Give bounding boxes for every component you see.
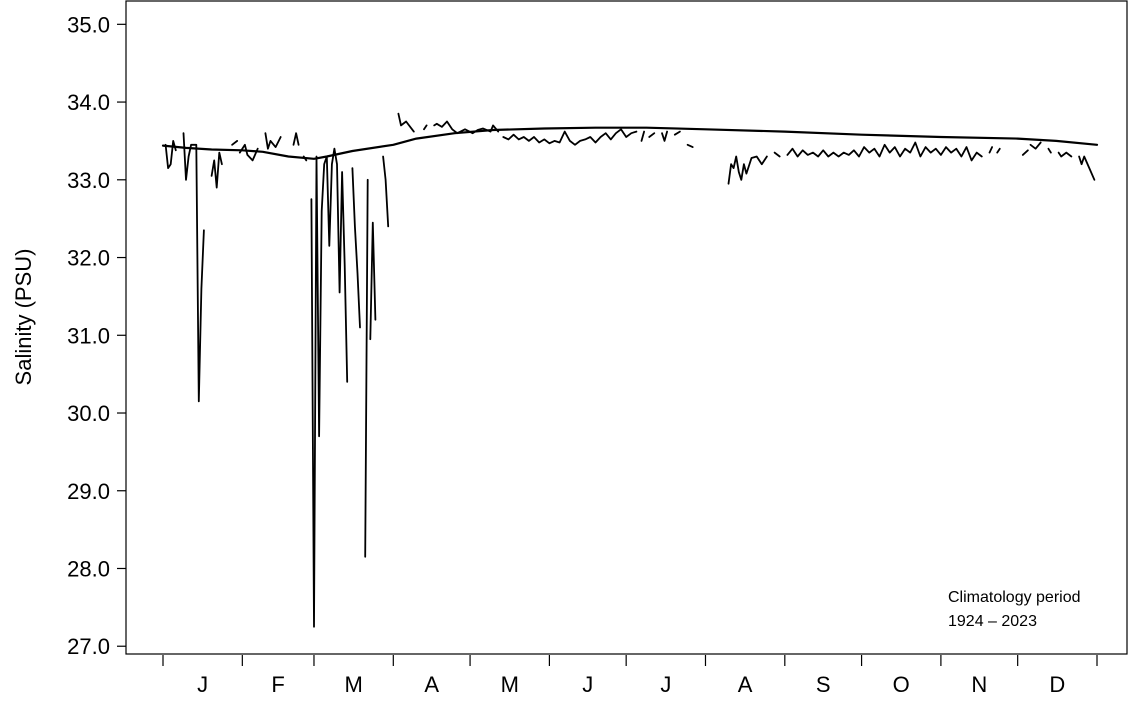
salinity-series-segment	[264, 132, 282, 150]
x-tick-label: F	[271, 672, 284, 697]
x-tick-label: J	[582, 672, 593, 697]
x-tick-label: N	[971, 672, 987, 697]
y-tick-label: 34.0	[67, 90, 110, 115]
y-tick-label: 32.0	[67, 246, 110, 271]
salinity-series-segment	[382, 155, 390, 228]
x-tick-label: O	[893, 672, 910, 697]
y-tick-label: 35.0	[67, 12, 110, 37]
x-tick-label: A	[424, 672, 439, 697]
salinity-series-segment	[1029, 141, 1042, 150]
salinity-series-segment	[210, 151, 223, 189]
salinity-series-segment	[673, 130, 681, 136]
y-tick-label: 31.0	[67, 323, 110, 348]
salinity-series-segment	[292, 132, 300, 146]
salinity-series-segment	[640, 130, 645, 142]
x-tick-label: M	[501, 672, 519, 697]
climatology-note-line1: Climatology period	[948, 589, 1081, 606]
salinity-series-segment	[238, 143, 259, 162]
x-tick-label: S	[816, 672, 831, 697]
y-tick-label: 28.0	[67, 556, 110, 581]
salinity-series-segment	[502, 128, 638, 146]
salinity-series-segment	[686, 143, 694, 148]
salinity-series-segment	[988, 146, 993, 154]
salinity-series-segment	[1021, 149, 1029, 156]
y-tick-label: 30.0	[67, 401, 110, 426]
axes: 27.0 28.0 29.0 30.0 31.0 32.0 33.0 34.0 35.0 J F M A…	[67, 0, 1128, 697]
y-axis-title: Salinity (PSU)	[11, 249, 36, 386]
salinity-series-segment	[727, 155, 768, 185]
x-tick-label: J	[197, 672, 208, 697]
salinity-series-segment	[996, 147, 1001, 154]
salinity-series-segment	[369, 221, 377, 341]
salinity-series-segment	[648, 132, 656, 138]
salinity-series-segment	[1057, 151, 1073, 158]
salinity-series-segment	[661, 130, 668, 142]
x-tick-label: J	[660, 672, 671, 697]
salinity-series-segment	[302, 155, 308, 162]
x-tick-label: D	[1049, 672, 1065, 697]
salinity-series-segment	[433, 120, 500, 135]
plot-area	[161, 112, 1099, 628]
x-tick-label: A	[738, 672, 753, 697]
y-tick-label: 27.0	[67, 634, 110, 659]
salinity-series-segment	[1047, 147, 1052, 154]
salinity-series-segment	[786, 141, 983, 162]
salinity-series-segment	[1078, 155, 1096, 181]
salinity-series-segment	[397, 112, 415, 133]
climatology-note-line2: 1924 – 2023	[948, 613, 1037, 630]
salinity-series-segment	[773, 151, 781, 158]
salinity-series-segment	[231, 140, 239, 146]
plot-frame	[125, 0, 1128, 655]
x-tick-label: M	[344, 672, 362, 697]
y-tick-label: 29.0	[67, 479, 110, 504]
salinity-series-segment	[351, 167, 361, 329]
salinity-series-segment	[423, 124, 428, 131]
salinity-series-segment	[182, 132, 205, 403]
salinity-series-segment	[364, 178, 369, 558]
salinity-series-segment	[310, 147, 349, 628]
salinity-series-segment	[164, 140, 177, 169]
y-tick-label: 33.0	[67, 168, 110, 193]
